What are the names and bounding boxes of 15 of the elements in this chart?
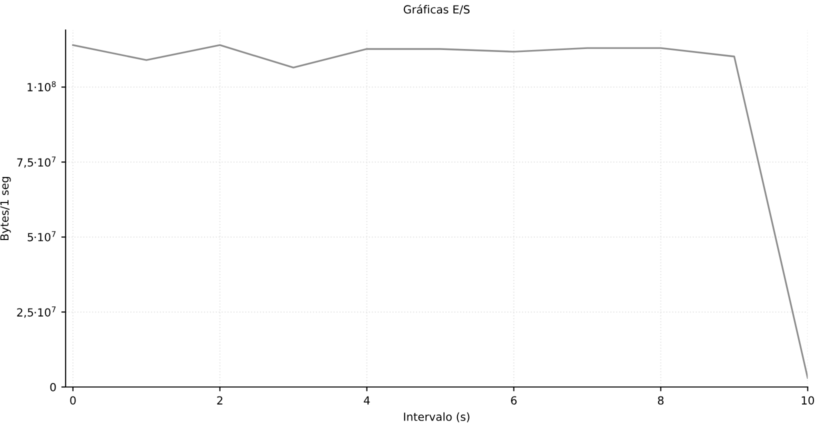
x-tick-label: 8 [658, 396, 664, 405]
line-series [72, 44, 808, 379]
chart-title: Gráficas E/S [404, 4, 470, 14]
y-tick-label: 2,5·10$^{7}$ [17, 306, 56, 318]
x-tick-label: 4 [364, 396, 370, 404]
x-tick-label: 0 [70, 396, 76, 405]
y-axis-title: Bytes/1 seg [0, 176, 11, 240]
x-tick-label: 10 [802, 396, 814, 405]
y-tick-label: 7,5·10$^{7}$ [17, 156, 56, 168]
y-tick-label: 5·10$^{7}$ [28, 231, 56, 242]
x-tick-label: 6 [511, 396, 517, 405]
x-axis-title: Intervalo (s) [404, 412, 470, 422]
x-tick-label: 2 [217, 396, 222, 404]
y-tick-label: 0 [50, 382, 56, 392]
y-tick-label: 1·10$^{8}$ [28, 81, 56, 92]
